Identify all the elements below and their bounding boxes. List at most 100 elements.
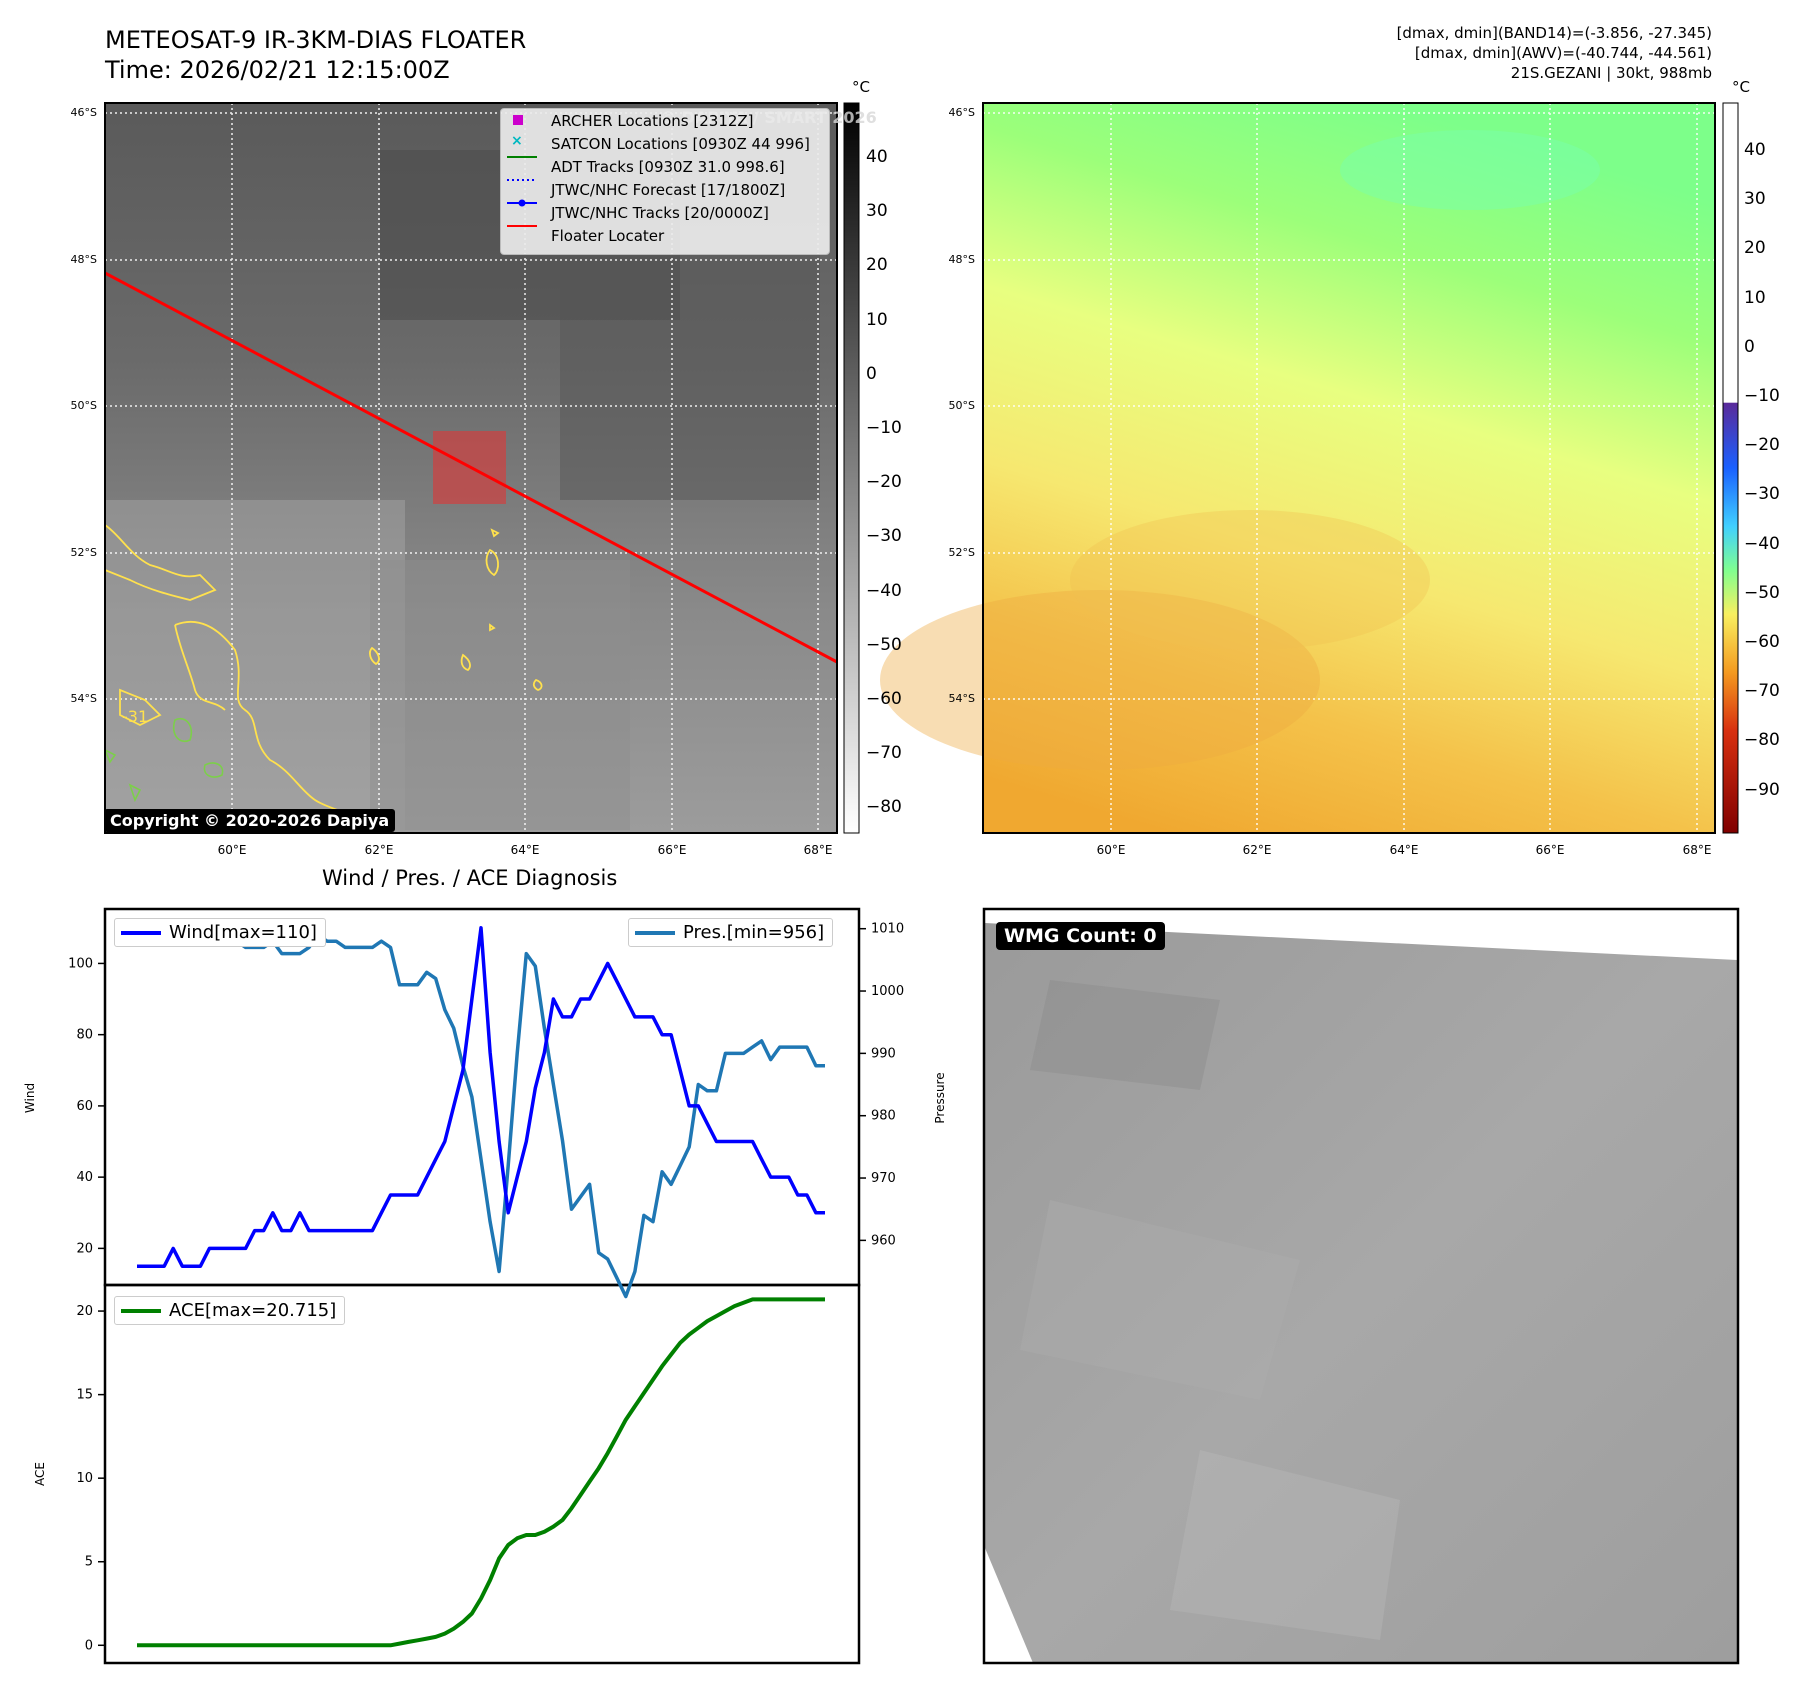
awv-colorbar-tick-label: −80 [1744, 730, 1780, 751]
awv-lon-label-68: 68°E [1682, 843, 1712, 857]
wind-pres-ticks: 20 40 60 80 100 960 970 980 990 1000 1010 [68, 922, 904, 1257]
ir-colorbar-tick-label: −20 [866, 472, 902, 493]
pressure-tick-label: 980 [871, 1109, 896, 1124]
ir-colorbar-tick-label: 40 [866, 147, 888, 167]
wind-legend-line-icon [121, 931, 161, 935]
awv-colorbar-tick-label: −90 [1744, 779, 1780, 800]
pressure-tick-label: 970 [871, 1171, 896, 1186]
awv-colorbar-tick-label: −50 [1744, 582, 1780, 603]
dmax-awv: [dmax, dmin](AWV)=(-40.744, -44.561) [1414, 44, 1712, 62]
ir-colorbar-tick-label: 20 [866, 255, 888, 276]
awv-colorbar-tick-label: −20 [1744, 435, 1780, 456]
wind-tick-label: 40 [76, 1170, 93, 1185]
pressure-tick-label: 990 [871, 1046, 896, 1061]
lat-label-50: 50°S [70, 399, 97, 412]
legend-satcon: SATCON Locations [0930Z 44 996] [551, 135, 810, 153]
ir-colorbar-tick-label: −70 [866, 743, 902, 764]
lat-label-52: 52°S [70, 546, 97, 559]
awv-colorbar-tick-label: 30 [1744, 189, 1766, 210]
lat-label-48: 48°S [70, 253, 97, 266]
awv-colorbar-tick-label: −60 [1744, 632, 1780, 652]
lat-label-54: 54°S [70, 692, 97, 705]
awv-colorbar-tick-label: 40 [1744, 140, 1766, 160]
lat-label-46: 46°S [70, 106, 97, 119]
pressure-legend-line-icon [635, 931, 675, 935]
ace-legend-line-icon [121, 1309, 161, 1313]
awv-lat-label-54: 54°S [948, 692, 975, 705]
awv-colorbar-tick-label: −70 [1744, 681, 1780, 702]
awv-lat-label-46: 46°S [948, 106, 975, 119]
wmg-count-badge: WMG Count: 0 [996, 922, 1165, 950]
awv-colorbar-tick-label: 20 [1744, 238, 1766, 259]
satcon-x-icon: × [511, 133, 523, 149]
ir-colorbar-tick-label: −40 [866, 580, 902, 601]
lon-label-68: 68°E [803, 843, 833, 857]
wmg-image [985, 923, 1737, 1663]
ir-colorbar-tick-label: −30 [866, 526, 902, 547]
wind-pres-series [136, 920, 825, 1299]
figure-title: METEOSAT-9 IR-3KM-DIAS FLOATER [105, 26, 527, 54]
copyright-badge: Copyright © 2020-2026 Dapiya [104, 809, 396, 832]
contour-label: -31 [122, 707, 148, 726]
awv-lon-label-62: 62°E [1242, 843, 1272, 857]
awv-colorbar-tick-label: 10 [1744, 287, 1766, 308]
legend-tracks: JTWC/NHC Tracks [20/0000Z] [551, 204, 769, 222]
wind-legend-label: Wind[max=110] [169, 922, 317, 943]
ir-map-frame [104, 102, 838, 834]
pressure-tick-label: 960 [871, 1233, 896, 1248]
lon-label-60: 60°E [217, 843, 247, 857]
lon-label-64: 64°E [510, 843, 540, 857]
wmg-frame [982, 907, 1740, 1665]
awv-lat-label-52: 52°S [948, 546, 975, 559]
ir-colorbar-tick-label: −60 [866, 689, 902, 709]
awv-colorbar-tick-label: −10 [1744, 386, 1780, 406]
contours [105, 718, 224, 803]
awv-image [880, 103, 1715, 833]
ace-axis-label: ACE [33, 1462, 47, 1486]
ace-frame [103, 1283, 861, 1665]
legend-floater: Floater Locater [551, 227, 665, 245]
pressure-axis-label: Pressure [933, 1072, 947, 1123]
legend-adt: ADT Tracks [0930Z 31.0 998.6] [551, 158, 785, 176]
wind-legend: Wind[max=110] [114, 918, 326, 947]
ace-ticks: 0 5 10 15 20 [76, 1304, 105, 1653]
floater-locater-line [105, 271, 837, 664]
ir-colorbar [843, 102, 860, 834]
wind-axis-label: Wind [23, 1083, 37, 1113]
ir-colorbar-tick-label: −50 [866, 634, 902, 655]
ir-colorbar-tick-label: 10 [866, 309, 888, 330]
awv-lat-label-48: 48°S [948, 253, 975, 266]
awv-colorbar-tick-label: 0 [1744, 336, 1755, 357]
awv-colorbar-unit: °C [1732, 78, 1750, 96]
ir-colorbar-tick-label: −80 [866, 797, 902, 818]
awv-map-frame [982, 102, 1716, 834]
pressure-legend-label: Pres.[min=956] [683, 922, 825, 943]
wind-tick-label: 60 [76, 1099, 93, 1114]
ace-legend-label: ACE[max=20.715] [169, 1300, 337, 1321]
pressure-tick-label: 1010 [871, 922, 904, 937]
ace-tick-label: 5 [85, 1555, 93, 1570]
archer-square-icon [513, 115, 523, 125]
awv-lon-label-66: 66°E [1535, 843, 1565, 857]
map-legend: × ARCHER Locations [2312Z] SATCON Locati… [500, 108, 830, 255]
legend-forecast: JTWC/NHC Forecast [17/1800Z] [551, 181, 786, 199]
ace-tick-label: 15 [76, 1388, 93, 1403]
lon-label-62: 62°E [364, 843, 394, 857]
legend-line-icons [507, 156, 537, 227]
ace-tick-label: 10 [76, 1471, 93, 1486]
ace-tick-label: 20 [76, 1304, 93, 1319]
figure-time: Time: 2026/02/21 12:15:00Z [105, 56, 450, 84]
ace-series-line [137, 1297, 825, 1648]
lon-label-66: 66°E [657, 843, 687, 857]
awv-lat-label-50: 50°S [948, 399, 975, 412]
wind-tick-label: 100 [68, 956, 93, 971]
awv-lon-label-60: 60°E [1096, 843, 1126, 857]
diagnosis-chart-title: Wind / Pres. / ACE Diagnosis [322, 866, 618, 890]
awv-colorbar-tick-label: −30 [1744, 484, 1780, 505]
awv-lon-label-64: 64°E [1389, 843, 1419, 857]
coastlines [105, 524, 543, 831]
pressure-legend: Pres.[min=956] [628, 918, 834, 947]
awv-gridlines [983, 103, 1715, 833]
ir-colorbar-unit: °C [852, 78, 870, 96]
